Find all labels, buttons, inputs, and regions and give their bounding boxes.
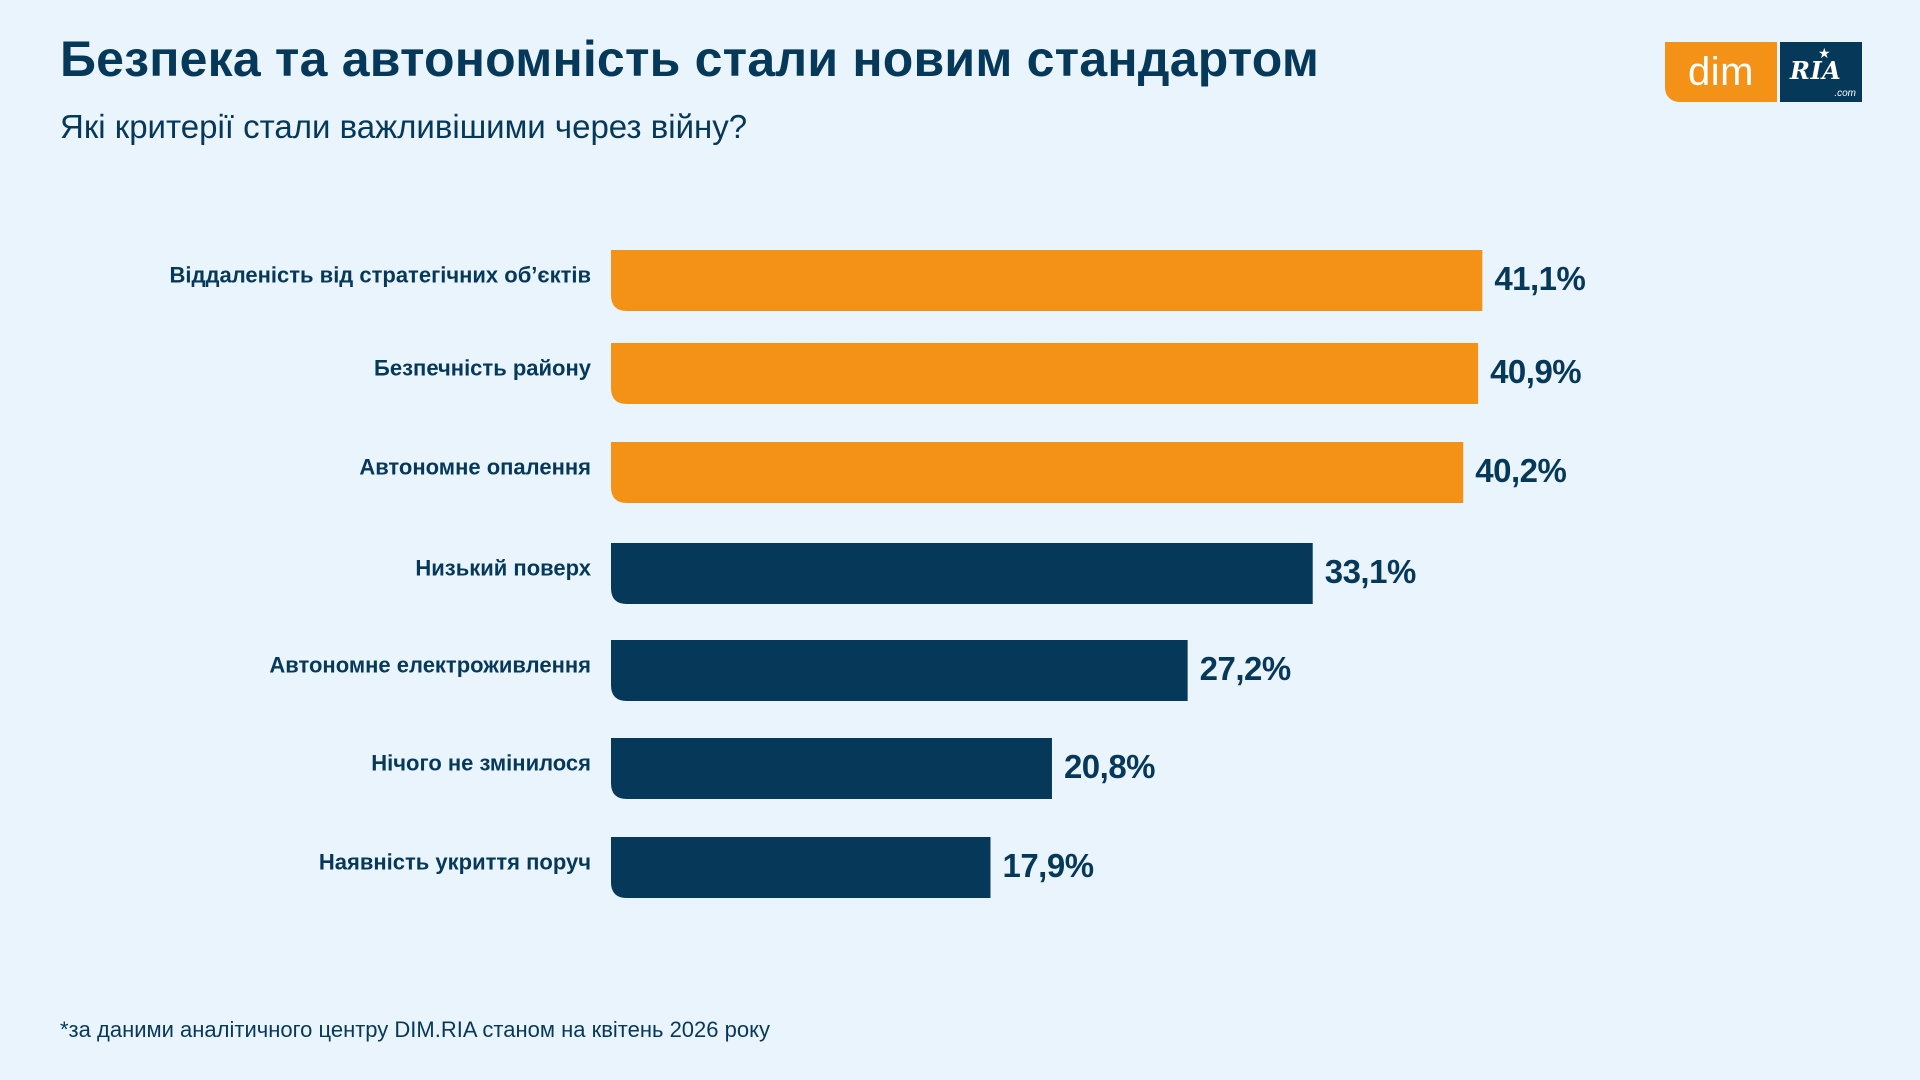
category-label: Віддаленість від стратегічних об’єктів	[170, 262, 591, 287]
value-label: 20,8%	[1064, 748, 1155, 785]
page-subtitle: Які критерії стали важливішими через вій…	[60, 108, 748, 145]
dim-ria-logo: dim ★ RIA .com	[1665, 42, 1862, 102]
bar	[611, 738, 1052, 799]
logo-ria-part: ★ RIA .com	[1780, 42, 1862, 102]
bar-row: Безпечність району 40,9%	[374, 343, 1582, 404]
bar-row: Автономне електроживлення 27,2%	[269, 640, 1291, 701]
category-label: Наявність укриття поруч	[319, 849, 591, 874]
bar	[611, 442, 1464, 503]
page-title: Безпека та автономність стали новим стан…	[60, 31, 1320, 87]
bar-row: Наявність укриття поруч 17,9%	[319, 837, 1094, 898]
bar-row: Низький поверх 33,1%	[415, 543, 1416, 604]
bar-row: Нічого не змінилося 20,8%	[371, 738, 1156, 799]
bar	[611, 343, 1479, 404]
value-label: 27,2%	[1200, 650, 1291, 687]
logo-ria-text: RIA	[1790, 56, 1842, 85]
bar	[611, 543, 1313, 604]
category-label: Безпечність району	[374, 355, 592, 380]
star-icon: ★	[1818, 45, 1831, 61]
category-label: Нічого не змінилося	[371, 750, 591, 775]
value-label: 40,9%	[1490, 353, 1581, 390]
bar	[611, 640, 1188, 701]
value-label: 40,2%	[1475, 452, 1566, 489]
bar-chart: Віддаленість від стратегічних об’єктів 41…	[170, 250, 1586, 898]
category-label: Автономне електроживлення	[269, 652, 591, 677]
bar	[611, 837, 991, 898]
logo-dim-part: dim	[1665, 42, 1777, 102]
category-label: Низький поверх	[415, 555, 591, 580]
value-label: 17,9%	[1002, 847, 1093, 884]
category-label: Автономне опалення	[359, 454, 591, 479]
source-footnote: *за даними аналітичного центру DIM.RIA с…	[60, 1017, 770, 1042]
bar	[611, 250, 1483, 311]
value-label: 41,1%	[1494, 260, 1585, 297]
logo-ria-suffix: .com	[1834, 88, 1856, 99]
bar-row: Автономне опалення 40,2%	[359, 442, 1567, 503]
value-label: 33,1%	[1325, 553, 1416, 590]
bar-row: Віддаленість від стратегічних об’єктів 41…	[170, 250, 1586, 311]
